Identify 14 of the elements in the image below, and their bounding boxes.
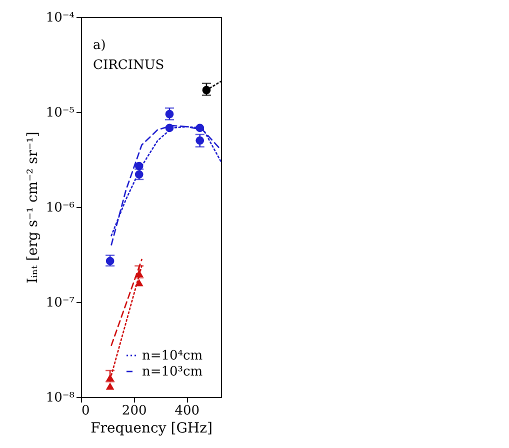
legend-label: n=10³cm xyxy=(142,364,203,380)
x-tick-label: 400 xyxy=(174,404,200,418)
y-tick-label: 10⁻⁷ xyxy=(46,296,74,310)
annotation: a) xyxy=(93,38,106,53)
y-axis-title: Iᵢₙₜ [erg s⁻¹ cm⁻² sr⁻¹] xyxy=(24,132,41,284)
y-tick-label: 10⁻⁴ xyxy=(46,10,74,26)
x-axis-title: Frequency [GHz] xyxy=(90,420,212,436)
legend-label: n=10⁴cm xyxy=(142,348,203,364)
y-tick-label: 10⁻⁸ xyxy=(46,390,74,406)
y-tick-label: 10⁻⁵ xyxy=(46,106,74,120)
x-tick-label: 0 xyxy=(82,404,90,418)
y-tick-label: 10⁻⁶ xyxy=(46,200,74,216)
x-tick-label: 200 xyxy=(122,404,147,418)
annotation: CIRCINUS xyxy=(93,58,164,73)
